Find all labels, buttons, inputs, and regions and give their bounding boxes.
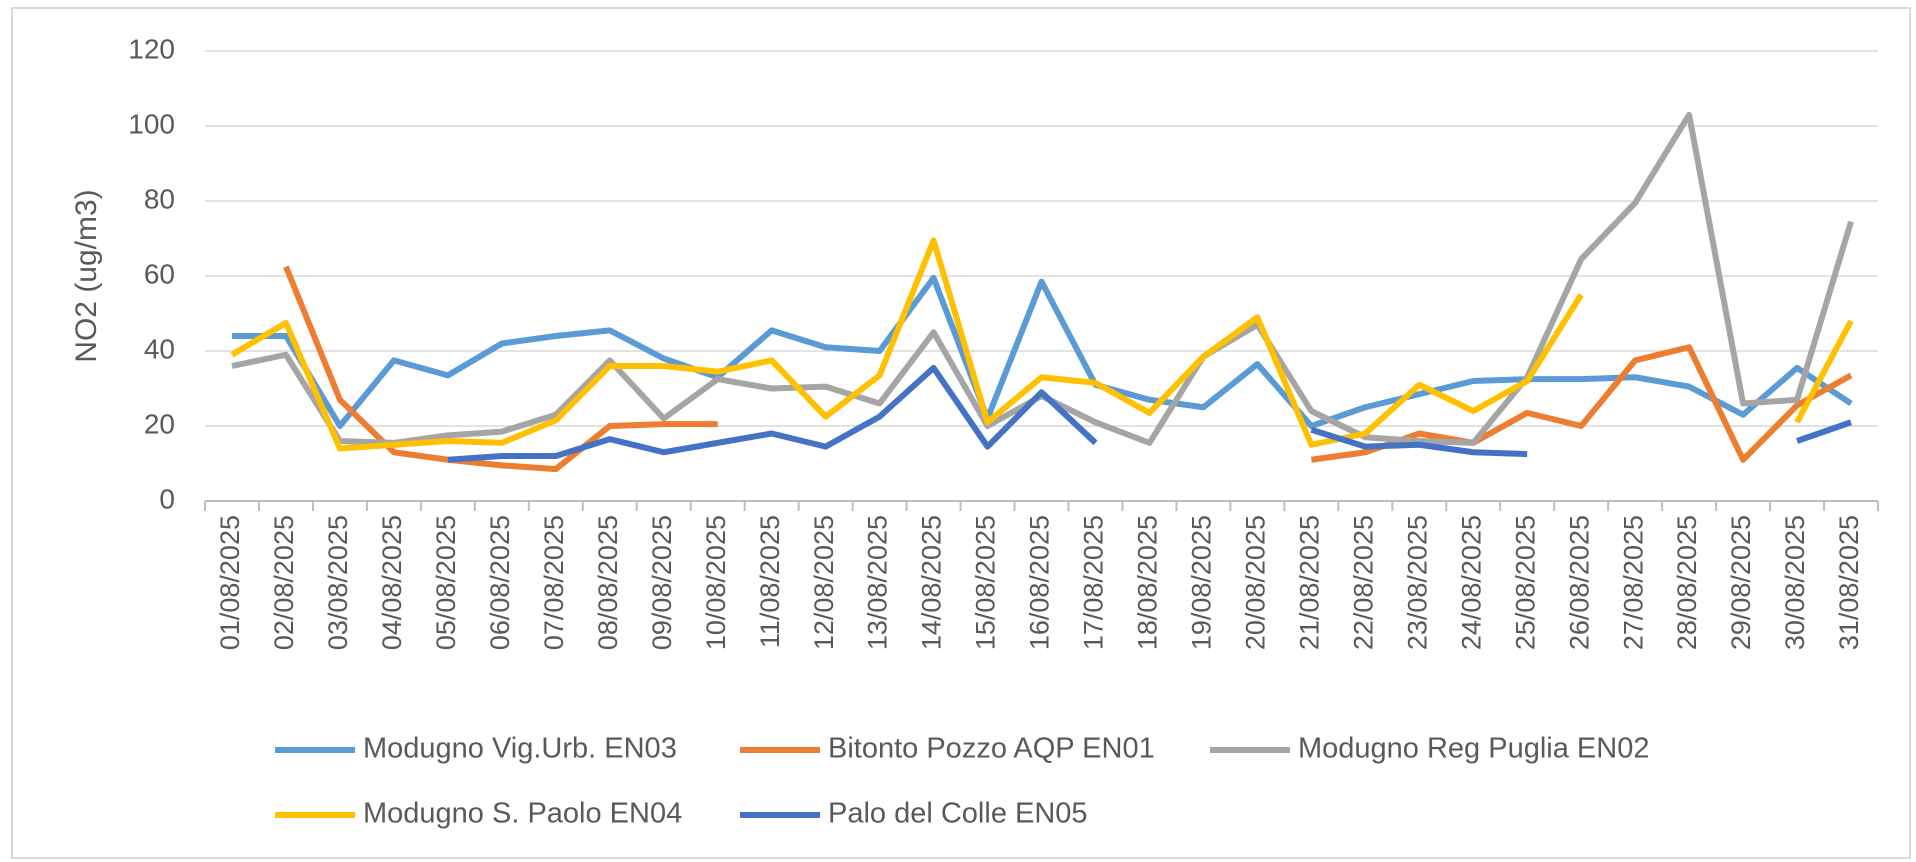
x-tick-label: 06/08/2025	[485, 515, 515, 650]
x-tick-label: 19/08/2025	[1187, 515, 1217, 650]
y-tick-label: 20	[144, 408, 175, 439]
series-line	[1310, 426, 1528, 458]
x-tick-label: 20/08/2025	[1240, 515, 1270, 650]
x-tick-label: 18/08/2025	[1133, 515, 1163, 650]
legend-label: Bitonto Pozzo AQP EN01	[828, 733, 1155, 765]
y-tick-label: 120	[128, 33, 175, 64]
x-tick-label: 22/08/2025	[1348, 515, 1378, 650]
series-line	[283, 265, 718, 473]
series-line	[1794, 319, 1854, 424]
y-tick-label: 100	[128, 108, 175, 139]
x-tick-label: 10/08/2025	[701, 515, 731, 650]
y-axis-label: NO2 (ug/m3)	[70, 189, 103, 362]
series-line	[447, 364, 1098, 463]
x-tick-label: 05/08/2025	[431, 515, 461, 650]
x-tick-label: 25/08/2025	[1510, 515, 1540, 650]
x-tick-label: 09/08/2025	[647, 515, 677, 650]
legend-label: Modugno Vig.Urb. EN03	[363, 733, 677, 765]
legend-label: Modugno S. Paolo EN04	[363, 798, 682, 830]
x-tick-label: 15/08/2025	[971, 515, 1001, 650]
y-tick-label: 0	[159, 483, 175, 514]
x-tick-label: 08/08/2025	[593, 515, 623, 650]
x-tick-label: 30/08/2025	[1780, 515, 1810, 650]
x-tick-label: 14/08/2025	[917, 515, 947, 650]
x-tick-label: 02/08/2025	[269, 515, 299, 650]
x-tick-label: 23/08/2025	[1402, 515, 1432, 650]
x-tick-label: 27/08/2025	[1618, 515, 1648, 650]
series-line	[231, 274, 1853, 429]
x-tick-label: 31/08/2025	[1834, 515, 1864, 650]
y-tick-label: 40	[144, 333, 175, 364]
x-tick-label: 11/08/2025	[755, 515, 785, 648]
x-tick-label: 28/08/2025	[1672, 515, 1702, 650]
x-tick-label: 21/08/2025	[1294, 515, 1324, 650]
legend-label: Palo del Colle EN05	[828, 798, 1088, 830]
chart-border	[11, 7, 1911, 859]
y-tick-label: 60	[144, 258, 175, 289]
x-tick-label: 13/08/2025	[863, 515, 893, 650]
series-line	[230, 237, 1584, 452]
x-tick-label: 07/08/2025	[539, 515, 569, 650]
x-tick-label: 24/08/2025	[1456, 515, 1486, 650]
x-tick-label: 29/08/2025	[1726, 515, 1756, 650]
legend-label: Modugno Reg Puglia EN02	[1298, 733, 1649, 765]
x-tick-label: 16/08/2025	[1025, 515, 1055, 650]
x-tick-label: 03/08/2025	[323, 515, 353, 650]
x-tick-label: 04/08/2025	[377, 515, 407, 650]
y-tick-label: 80	[144, 183, 175, 214]
x-tick-label: 01/08/2025	[215, 515, 245, 650]
series-line	[1796, 419, 1853, 444]
x-tick-label: 26/08/2025	[1564, 515, 1594, 650]
x-tick-label: 12/08/2025	[809, 515, 839, 650]
x-tick-label: 17/08/2025	[1079, 515, 1109, 650]
